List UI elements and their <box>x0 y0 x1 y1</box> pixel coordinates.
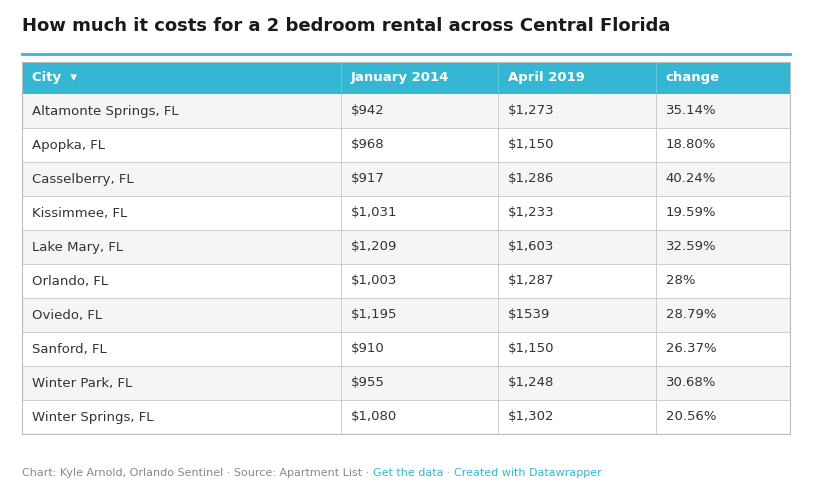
Text: $942: $942 <box>350 104 385 118</box>
Bar <box>22 196 790 230</box>
Text: Altamonte Springs, FL: Altamonte Springs, FL <box>32 104 179 118</box>
Text: 19.59%: 19.59% <box>666 207 716 219</box>
Text: $1,003: $1,003 <box>350 275 397 287</box>
Text: change: change <box>666 71 720 85</box>
Text: $955: $955 <box>350 376 385 390</box>
Text: $1,031: $1,031 <box>350 207 398 219</box>
Text: January 2014: January 2014 <box>350 71 449 85</box>
Bar <box>22 298 790 332</box>
Text: Lake Mary, FL: Lake Mary, FL <box>32 241 123 253</box>
Text: $1,603: $1,603 <box>508 241 554 253</box>
Text: $910: $910 <box>350 342 385 356</box>
Text: $1,209: $1,209 <box>350 241 397 253</box>
Text: ·: · <box>443 468 454 478</box>
Text: Chart: Kyle Arnold, Orlando Sentinel · Source: Apartment List ·: Chart: Kyle Arnold, Orlando Sentinel · S… <box>22 468 372 478</box>
Bar <box>22 94 790 128</box>
Text: Oviedo, FL: Oviedo, FL <box>32 308 102 321</box>
Text: Casselberry, FL: Casselberry, FL <box>32 173 133 185</box>
Text: 20.56%: 20.56% <box>666 410 716 424</box>
Text: Orlando, FL: Orlando, FL <box>32 275 108 287</box>
Text: Apopka, FL: Apopka, FL <box>32 139 105 152</box>
Text: $1,287: $1,287 <box>508 275 554 287</box>
Bar <box>22 128 790 162</box>
Text: $917: $917 <box>350 173 385 185</box>
Text: $1,233: $1,233 <box>508 207 554 219</box>
Text: 40.24%: 40.24% <box>666 173 716 185</box>
Bar <box>22 400 790 434</box>
Text: $1,150: $1,150 <box>508 342 554 356</box>
Text: Kissimmee, FL: Kissimmee, FL <box>32 207 128 219</box>
Text: 28%: 28% <box>666 275 695 287</box>
Text: 32.59%: 32.59% <box>666 241 716 253</box>
Text: Winter Springs, FL: Winter Springs, FL <box>32 410 154 424</box>
Bar <box>22 264 790 298</box>
Text: $1,195: $1,195 <box>350 308 398 321</box>
Text: 26.37%: 26.37% <box>666 342 716 356</box>
Text: Created with Datawrapper: Created with Datawrapper <box>454 468 602 478</box>
Bar <box>22 366 790 400</box>
Bar <box>22 162 790 196</box>
Text: 35.14%: 35.14% <box>666 104 716 118</box>
Text: 18.80%: 18.80% <box>666 139 716 152</box>
Bar <box>22 332 790 366</box>
Text: 28.79%: 28.79% <box>666 308 716 321</box>
Text: $1,080: $1,080 <box>350 410 397 424</box>
Text: Get the data: Get the data <box>372 468 443 478</box>
Text: April 2019: April 2019 <box>508 71 585 85</box>
Text: Winter Park, FL: Winter Park, FL <box>32 376 133 390</box>
Text: $1,286: $1,286 <box>508 173 554 185</box>
Text: How much it costs for a 2 bedroom rental across Central Florida: How much it costs for a 2 bedroom rental… <box>22 17 671 35</box>
Text: City  ▾: City ▾ <box>32 71 77 85</box>
Bar <box>22 62 790 94</box>
Text: $1,302: $1,302 <box>508 410 554 424</box>
Text: $968: $968 <box>350 139 385 152</box>
Text: Sanford, FL: Sanford, FL <box>32 342 107 356</box>
Text: 30.68%: 30.68% <box>666 376 716 390</box>
Text: $1,150: $1,150 <box>508 139 554 152</box>
Bar <box>22 62 790 434</box>
Bar <box>22 230 790 264</box>
Text: $1,273: $1,273 <box>508 104 554 118</box>
Text: $1,248: $1,248 <box>508 376 554 390</box>
Text: $1539: $1539 <box>508 308 550 321</box>
